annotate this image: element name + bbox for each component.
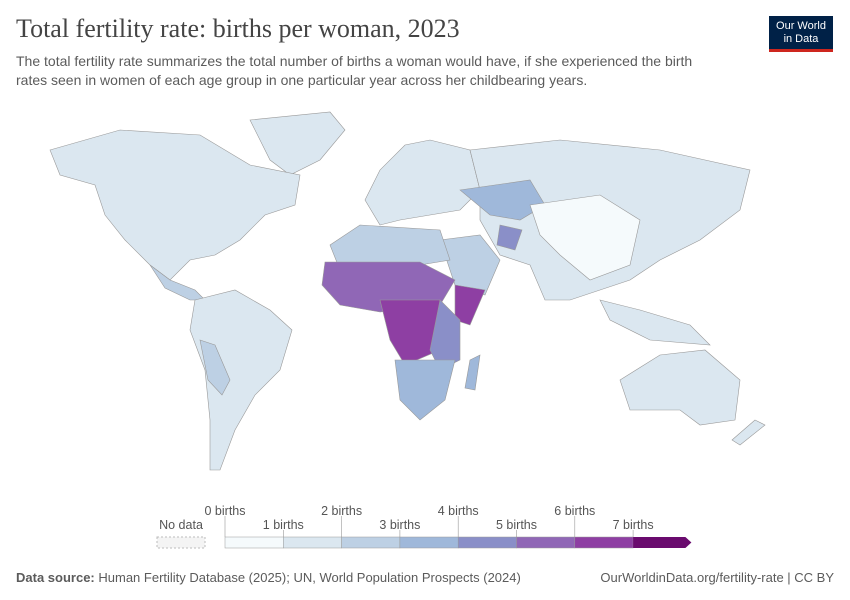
legend-label: 6 births — [554, 504, 595, 518]
legend-bin — [399, 536, 459, 549]
subtitle-line: rates seen in women of each age group in… — [16, 72, 588, 88]
new-zealand — [731, 419, 766, 446]
legend-bin — [283, 536, 342, 549]
australia — [619, 349, 741, 426]
source-label: Data source: — [16, 570, 95, 585]
legend-bin — [516, 536, 576, 549]
legend-label: 3 births — [379, 518, 420, 532]
europe — [364, 139, 481, 226]
subtitle: The total fertility rate summarizes the … — [16, 52, 692, 90]
no-data-swatch — [156, 536, 206, 549]
legend-label: 1 births — [263, 518, 304, 532]
source: Data source: Human Fertility Database (2… — [16, 570, 521, 585]
legend-bin — [574, 536, 634, 549]
south-america — [189, 289, 293, 471]
southern-africa — [394, 359, 456, 421]
legend-arrow — [633, 537, 692, 548]
legend-label: 5 births — [496, 518, 537, 532]
legend-bin — [224, 536, 284, 549]
logo-text: Our World — [776, 20, 826, 32]
north-america — [49, 129, 301, 281]
greenland — [249, 111, 346, 176]
subtitle-line: The total fertility rate summarizes the … — [16, 53, 693, 69]
madagascar — [464, 354, 481, 391]
logo[interactable]: Our World in Data — [769, 16, 833, 52]
legend-bin — [457, 536, 517, 549]
source-text: Human Fertility Database (2025); UN, Wor… — [98, 570, 521, 585]
legend-label: 2 births — [321, 504, 362, 518]
title: Total fertility rate: births per woman, … — [16, 14, 460, 43]
credit[interactable]: OurWorldinData.org/fertility-rate | CC B… — [600, 570, 834, 585]
legend-label: 4 births — [438, 504, 479, 518]
central-africa — [379, 299, 441, 366]
legend-label: 0 births — [205, 504, 246, 518]
legend: No data 0 births 1 births 2 births 3 births… — [156, 504, 692, 549]
horn-of-africa — [454, 284, 486, 326]
legend-bin — [341, 536, 401, 549]
legend-label: 7 births — [613, 518, 654, 532]
afghanistan — [496, 224, 523, 251]
china — [529, 194, 641, 281]
no-data-label: No data — [159, 518, 203, 532]
logo-text: in Data — [783, 33, 819, 45]
southeast-asia — [599, 299, 711, 346]
andes — [199, 339, 231, 396]
